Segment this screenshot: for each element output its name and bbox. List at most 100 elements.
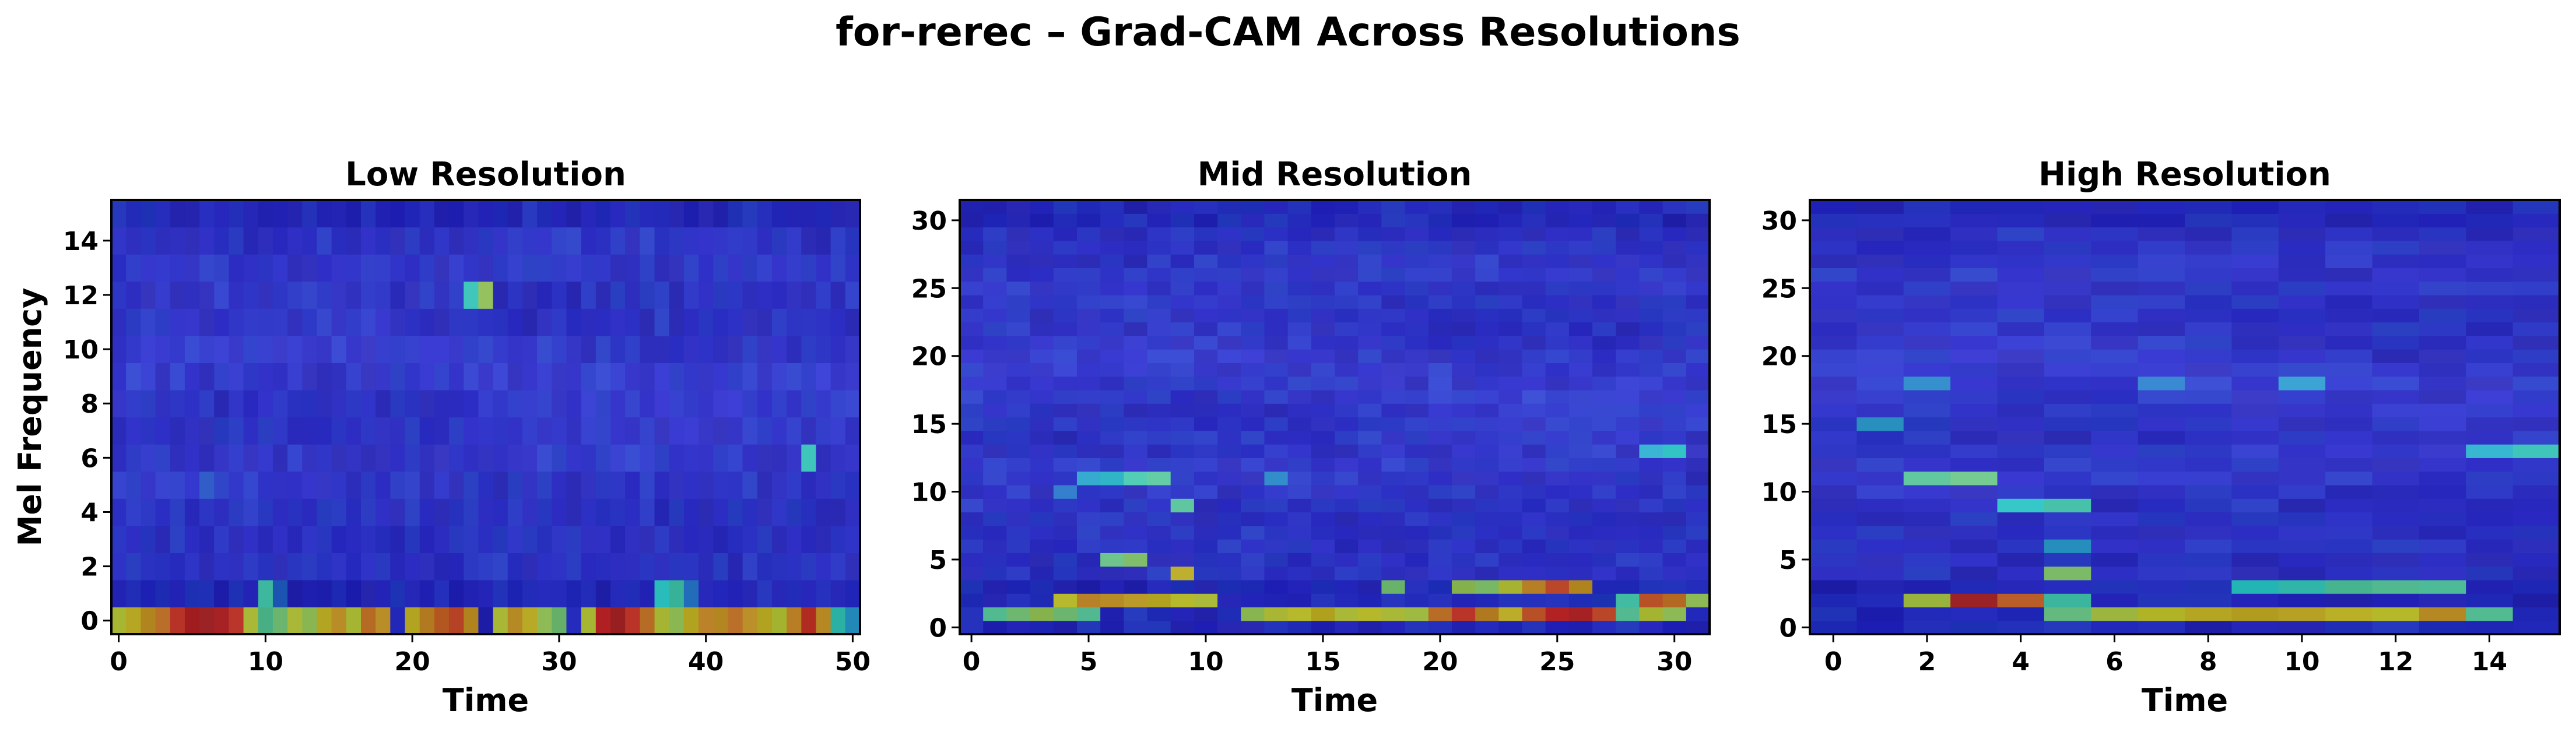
- heatmap-cell: [258, 607, 273, 635]
- heatmap-cell: [1170, 240, 1195, 255]
- heatmap-cell: [625, 363, 640, 391]
- heatmap-cell: [111, 200, 127, 228]
- heatmap-cell: [184, 417, 200, 445]
- heatmap-cell: [1498, 240, 1523, 255]
- heatmap-cell: [625, 417, 640, 445]
- heatmap-cell: [2138, 308, 2185, 323]
- heatmap-cell: [1076, 281, 1101, 296]
- heatmap-cell: [1545, 308, 1570, 323]
- heatmap-cell: [1006, 213, 1031, 228]
- heatmap-cell: [1616, 363, 1640, 377]
- heatmap-cell: [405, 607, 420, 635]
- heatmap-cell: [1287, 484, 1312, 499]
- heatmap-cell: [1100, 553, 1124, 567]
- heatmap-cell: [2231, 200, 2279, 214]
- heatmap-cell: [2325, 512, 2373, 526]
- heatmap-cell: [1100, 607, 1124, 621]
- heatmap-cell: [1124, 403, 1148, 418]
- heatmap-cell: [1241, 349, 1265, 363]
- heatmap-cell: [1950, 525, 1998, 540]
- heatmap-cell: [1100, 376, 1124, 391]
- heatmap-cell: [1522, 593, 1546, 608]
- heatmap-cell: [2278, 430, 2326, 445]
- heatmap-cell: [1950, 308, 1998, 323]
- heatmap-cell: [2512, 484, 2560, 499]
- heatmap-cell: [1030, 213, 1054, 228]
- heatmap-cell: [2185, 444, 2232, 458]
- heatmap-cell: [2466, 579, 2514, 594]
- heatmap-cell: [1428, 213, 1452, 228]
- heatmap-cell: [1686, 268, 1710, 282]
- heatmap-cell: [1170, 593, 1195, 608]
- heatmap-cell: [1451, 376, 1476, 391]
- heatmap-cell: [287, 417, 303, 445]
- heatmap-cell: [1639, 363, 1663, 377]
- heatmap-cell: [1381, 389, 1406, 404]
- heatmap-cell: [2185, 363, 2232, 377]
- heatmap-cell: [1241, 240, 1265, 255]
- heatmap-cell: [272, 498, 288, 526]
- heatmap-cell: [1639, 254, 1663, 269]
- heatmap-cell: [2466, 268, 2514, 282]
- heatmap-cell: [983, 403, 1007, 418]
- heatmap-cell: [595, 553, 611, 581]
- heatmap-cell: [1451, 620, 1476, 635]
- heatmap-cell: [1100, 471, 1124, 486]
- heatmap-cell: [419, 227, 435, 255]
- heatmap-cell: [2466, 213, 2514, 228]
- heatmap-cell: [1545, 213, 1570, 228]
- heatmap-cell: [771, 607, 787, 635]
- heatmap-cell: [155, 417, 171, 445]
- heatmap-cell: [2466, 498, 2514, 513]
- heatmap-cell: [1568, 200, 1593, 214]
- heatmap-cell: [1030, 363, 1054, 377]
- heatmap-cell: [1147, 268, 1171, 282]
- heatmap-cell: [478, 389, 494, 418]
- x-tick-label: 20: [1422, 647, 1458, 677]
- heatmap-cell: [170, 498, 185, 526]
- heatmap-cell: [2372, 349, 2420, 363]
- heatmap-cell: [1405, 322, 1429, 336]
- heatmap-cell: [2325, 579, 2373, 594]
- heatmap-cell: [1475, 553, 1499, 567]
- heatmap-cell: [493, 417, 508, 445]
- heatmap-cell: [2044, 512, 2091, 526]
- heatmap-cell: [1100, 417, 1124, 431]
- heatmap-cell: [1475, 294, 1499, 309]
- heatmap-cell: [1856, 593, 1904, 608]
- heatmap-cell: [1950, 200, 1998, 214]
- heatmap-cell: [1856, 471, 1904, 486]
- heatmap-cell: [2278, 308, 2326, 323]
- heatmap-cell: [2325, 539, 2373, 553]
- heatmap-cell: [1241, 525, 1265, 540]
- heatmap-cell: [757, 417, 773, 445]
- heatmap-cell: [287, 227, 303, 255]
- heatmap-cell: [1428, 389, 1452, 404]
- heatmap-cell: [2138, 349, 2185, 363]
- heatmap-cell: [713, 227, 729, 255]
- heatmap-cell: [2278, 363, 2326, 377]
- heatmap-cell: [199, 471, 215, 499]
- heatmap-cell: [243, 389, 259, 418]
- heatmap-cell: [331, 553, 347, 581]
- heatmap-cell: [346, 281, 362, 309]
- heatmap-cell: [2278, 471, 2326, 486]
- heatmap-cell: [2325, 458, 2373, 472]
- heatmap-cell: [1810, 268, 1857, 282]
- heatmap-cell: [1428, 553, 1452, 567]
- heatmap-cell: [801, 471, 817, 499]
- heatmap-cell: [1381, 376, 1406, 391]
- heatmap-cell: [1428, 294, 1452, 309]
- y-tick-label: 2: [80, 553, 99, 582]
- heatmap-cell: [830, 444, 846, 472]
- heatmap-cell: [1522, 363, 1546, 377]
- heatmap-cell: [1903, 607, 1951, 621]
- heatmap-cell: [1100, 322, 1124, 336]
- heatmap-cell: [1170, 498, 1195, 513]
- heatmap-cell: [1545, 471, 1570, 486]
- heatmap-cell: [830, 553, 846, 581]
- heatmap-cell: [742, 389, 758, 418]
- heatmap-cell: [595, 200, 611, 228]
